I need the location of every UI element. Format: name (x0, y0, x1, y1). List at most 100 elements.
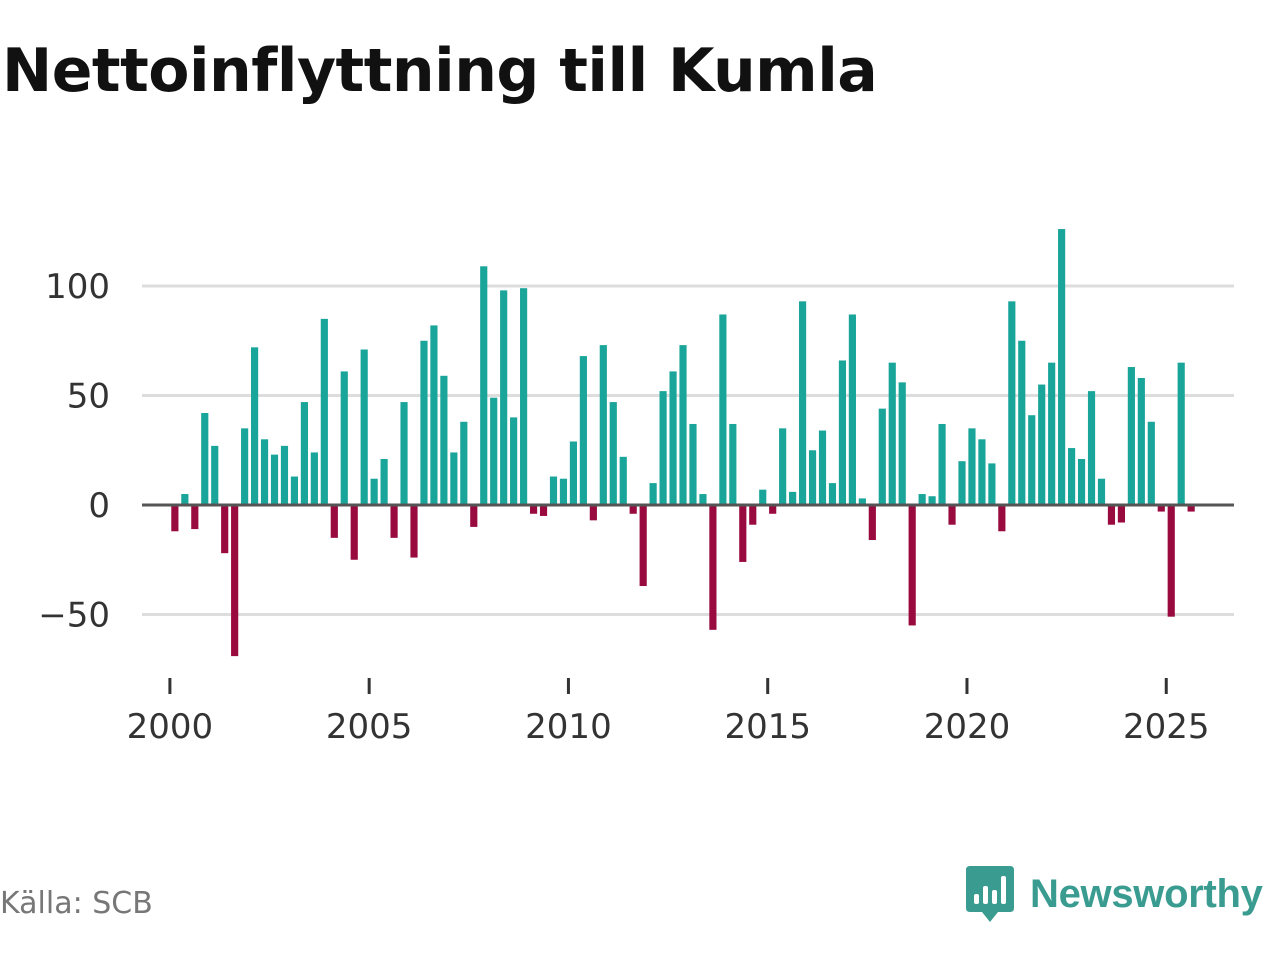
bar (251, 347, 259, 505)
bar (549, 476, 558, 505)
bar (1167, 505, 1175, 617)
bar (759, 489, 767, 505)
bar (340, 371, 348, 505)
bar (729, 423, 737, 505)
bars (171, 229, 1195, 657)
bar (918, 494, 926, 505)
y-tick-label: −50 (38, 596, 110, 636)
bar (350, 505, 358, 560)
bar (1117, 505, 1125, 523)
bar (1028, 415, 1036, 505)
x-tick-label: 2010 (525, 707, 612, 747)
bar (1127, 367, 1135, 505)
bar (928, 496, 936, 505)
bar (858, 498, 866, 505)
bar (1058, 229, 1066, 505)
bar (609, 402, 617, 505)
bar (988, 463, 996, 505)
bar (470, 505, 478, 527)
bar (490, 397, 498, 505)
bar (300, 402, 308, 505)
brand-logo: Newsworthy (964, 864, 1263, 924)
bar (709, 505, 717, 630)
bar (260, 439, 269, 505)
bar (828, 483, 837, 505)
bar (699, 494, 707, 505)
bar (659, 391, 667, 505)
bar (201, 413, 209, 505)
bar (599, 345, 607, 505)
x-tick-labels: 2000 2005 2010 2015 2020 2025 (127, 707, 1210, 747)
bar (719, 314, 727, 505)
bar (430, 325, 438, 505)
x-tick-label: 2005 (326, 707, 413, 747)
bar (1157, 505, 1165, 512)
bar (1087, 391, 1096, 505)
bar (290, 476, 299, 505)
bar (360, 349, 368, 505)
y-tick-label: 100 (45, 267, 110, 307)
bar (808, 450, 817, 505)
brand-name: Newsworthy (1030, 871, 1263, 916)
bar (221, 505, 229, 554)
bar (241, 428, 249, 505)
bar (420, 340, 428, 505)
bar (948, 505, 956, 525)
bar (569, 441, 577, 505)
x-tick-label: 2025 (1123, 707, 1210, 747)
x-tick-label: 2015 (724, 707, 811, 747)
bar (559, 478, 568, 505)
bar (798, 301, 807, 505)
bar (619, 456, 627, 505)
bar (868, 505, 876, 541)
y-tick-labels: 100 50 0 −50 (38, 267, 110, 636)
bar (211, 445, 219, 505)
bar (1038, 384, 1046, 505)
bar (689, 423, 697, 505)
bar (310, 452, 318, 505)
bar (270, 454, 279, 505)
bar (370, 478, 378, 505)
bar (749, 505, 757, 525)
bar (908, 505, 916, 626)
bar (460, 421, 468, 505)
bar (769, 505, 777, 514)
bar (888, 362, 896, 505)
bar (669, 371, 677, 505)
bar (818, 430, 827, 505)
x-tick-label: 2020 (924, 707, 1011, 747)
bar (739, 505, 747, 562)
bar (171, 505, 179, 532)
newsworthy-logo-icon (966, 866, 1014, 922)
bar (838, 360, 847, 505)
bar (181, 494, 189, 505)
bar (400, 402, 408, 505)
bar (978, 439, 986, 505)
y-tick-label: 50 (67, 377, 110, 417)
bar (579, 356, 587, 505)
bar (649, 483, 657, 505)
bar (968, 428, 976, 505)
bar (480, 266, 488, 505)
y-tick-label: 0 (88, 486, 110, 526)
bar (529, 505, 538, 514)
bar (539, 505, 548, 516)
bar (998, 505, 1006, 532)
bar (1147, 421, 1155, 505)
bar (510, 417, 518, 505)
bar (1018, 340, 1026, 505)
bar (191, 505, 199, 530)
bar (958, 461, 966, 505)
bar (848, 314, 856, 505)
bar (589, 505, 597, 521)
bar (1048, 362, 1056, 505)
bar (1068, 448, 1076, 505)
bar (679, 345, 687, 505)
bar (1137, 377, 1145, 505)
bar (938, 423, 946, 505)
bar (390, 505, 398, 538)
bar (1097, 478, 1106, 505)
bar (1107, 505, 1116, 525)
bar (380, 459, 388, 505)
bar (231, 505, 239, 657)
